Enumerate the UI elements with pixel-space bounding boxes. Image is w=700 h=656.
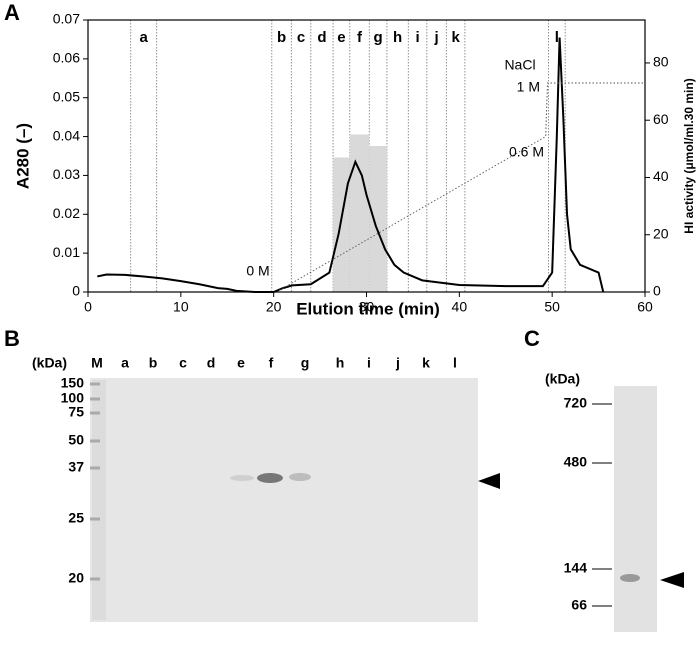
y-tick-label: 0.05 [53,88,80,104]
annotation: 1 M [517,79,540,95]
marker-band [90,466,100,470]
x-tick-label: 0 [84,299,92,315]
lane-label: i [367,355,371,371]
y-axis-title: A280 (–) [13,123,32,189]
marker-band [90,382,100,386]
arrowhead [660,572,684,588]
arrowhead [478,473,500,489]
y2-tick-label: 0 [653,283,661,299]
fraction-label: c [297,29,305,46]
fraction-label: g [374,29,383,46]
gel [90,378,478,622]
panel-label: A [4,0,20,25]
y2-tick-label: 20 [653,225,669,241]
lane-label: a [121,355,129,371]
marker-band [90,577,100,581]
fraction-label: e [337,29,345,46]
y-tick-label: 0.06 [53,50,80,66]
band [230,475,254,481]
lane-label: g [301,355,310,371]
marker-label: 75 [68,404,84,420]
fraction-label: l [555,29,559,46]
x-tick-label: 10 [173,299,189,315]
y-tick-label: 0.02 [53,205,80,221]
bar [369,145,387,292]
lane-label: j [395,355,400,371]
marker-lane [92,380,106,620]
x-tick-label: 40 [452,299,468,315]
unit-label: (kDa) [545,371,580,387]
marker-label: 50 [68,432,84,448]
y-tick-label: 0.01 [53,244,80,260]
panel-label: B [4,326,20,351]
marker-band [90,411,100,415]
marker-band [90,439,100,443]
lane-label: f [269,355,274,371]
band [289,473,311,481]
lane-label: b [149,355,158,371]
x-tick-label: 50 [544,299,560,315]
fraction-label: h [393,29,402,46]
band [257,473,283,483]
marker-band [90,397,100,401]
fraction-label: b [277,29,286,46]
y-tick-label: 0.07 [53,11,80,27]
marker-label: 66 [571,597,587,613]
marker-label: 20 [68,570,84,586]
marker-label: 100 [61,390,85,406]
lane-label: d [207,355,216,371]
marker-label: 720 [564,395,588,411]
marker-label: 150 [61,375,85,391]
bar [349,134,370,292]
lane-label: M [91,355,103,371]
panel-label: C [524,326,540,351]
annotation: NaCl [504,57,535,73]
line [97,37,605,293]
lane-label: k [422,355,430,371]
annotation: 0 M [246,263,269,279]
fraction-label: f [357,29,363,46]
y2-axis-title: HI activity (μmol/ml.30 min) [682,78,696,233]
y2-tick-label: 80 [653,54,669,70]
x-axis-title: Elution time (min) [296,299,440,318]
lane-label: e [237,355,245,371]
x-tick-label: 30 [359,299,375,315]
gel [614,386,657,632]
fraction-label: j [434,29,439,46]
gradient-line [276,82,645,293]
lane-label: h [336,355,345,371]
bar [333,157,350,292]
fraction-label: k [451,29,460,46]
lane-label: l [453,355,457,371]
unit-label: (kDa) [32,355,67,371]
marker-label: 25 [68,510,84,526]
fraction-label: a [140,29,149,46]
y2-tick-label: 40 [653,168,669,184]
x-tick-label: 20 [266,299,282,315]
y-tick-label: 0 [72,283,80,299]
y-tick-label: 0.03 [53,166,80,182]
lane-label: c [179,355,187,371]
marker-label: 37 [68,459,84,475]
fraction-label: i [415,29,419,46]
band [620,574,640,582]
marker-label: 480 [564,454,588,470]
y-tick-label: 0.04 [53,127,80,143]
x-tick-label: 60 [637,299,653,315]
marker-label: 144 [564,560,588,576]
annotation: 0.6 M [509,144,544,160]
y2-tick-label: 60 [653,111,669,127]
marker-band [90,517,100,521]
fraction-label: d [317,29,326,46]
